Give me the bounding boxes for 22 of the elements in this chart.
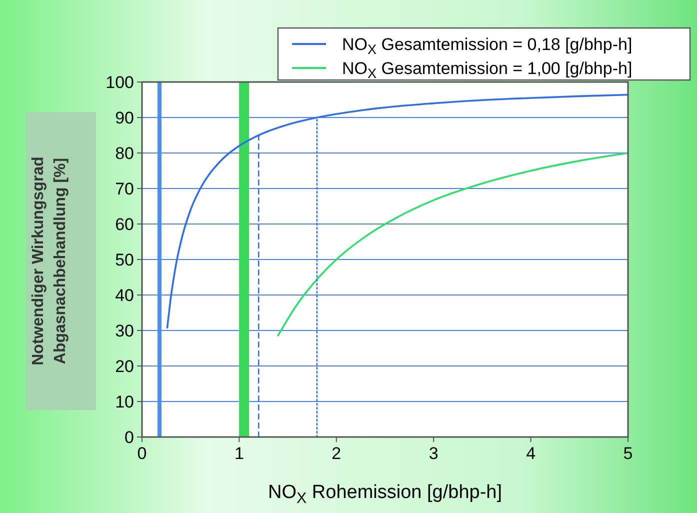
y-tick-label: 100 [106, 73, 134, 92]
y-tick-label: 10 [115, 392, 134, 412]
legend-label: NO$_{X}$ Gesamtemission = 0,18 [g/bhp-h] [342, 35, 632, 58]
y-tick-label: 60 [115, 215, 134, 234]
y-tick-label: 90 [115, 108, 134, 128]
y-tick-label: 30 [115, 322, 134, 340]
x-tick-label: 2 [332, 444, 342, 463]
y-tick-label: 70 [115, 180, 134, 198]
x-tick-label: 4 [526, 444, 536, 463]
x-axis-title: NO$_{X}$ Rohemission [g/bhp-h] [268, 482, 502, 506]
x-tick-label: 3 [428, 444, 438, 463]
y-tick-label: 40 [115, 286, 134, 305]
y-tick-label: 80 [115, 144, 134, 163]
y-tick-label: 0 [124, 428, 134, 447]
line-series [277, 152, 629, 336]
x-tick-label: 1 [234, 444, 244, 463]
y-tick-label: 20 [115, 357, 134, 376]
legend-label: NO$_{X}$ Gesamtemission = 1,00 [g/bhp-h] [342, 59, 632, 82]
y-axis-title: Notwendiger Wirkungsgrad Abgasnachbehandlung [%] [30, 156, 69, 366]
x-tick-label: 0 [137, 444, 147, 463]
y-tick-label: 50 [115, 250, 134, 270]
x-tick-label: 5 [623, 444, 633, 463]
